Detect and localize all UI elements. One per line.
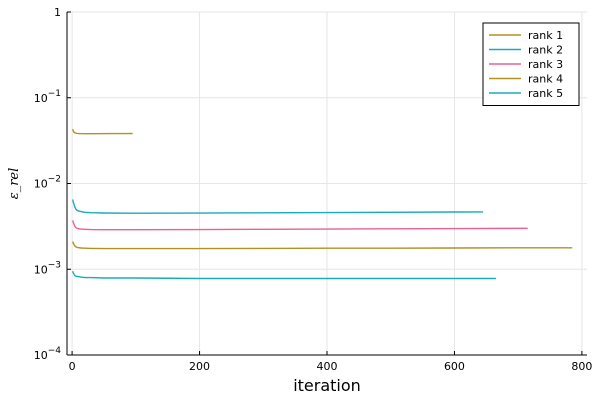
series-line-rank-2 — [72, 199, 484, 214]
x-tick-label: 400 — [317, 360, 338, 373]
legend-label: rank 1 — [528, 29, 563, 42]
legend-label: rank 4 — [528, 73, 563, 86]
tick-labels: 0 200 400 600 800 10−4 10−3 10−2 10−1 1 — [34, 6, 593, 373]
y-axis-title: ε_rel — [7, 168, 22, 200]
series-line-rank-5 — [72, 270, 496, 280]
x-tick-label: 600 — [444, 360, 465, 373]
x-tick-label: 0 — [69, 360, 76, 373]
y-tick-label: 10−3 — [34, 260, 61, 276]
y-tick-label: 10−4 — [34, 346, 62, 362]
y-tick-label: 1 — [54, 6, 61, 19]
series-lines — [72, 128, 573, 280]
series-line-rank-3 — [72, 220, 528, 231]
legend-label: rank 2 — [528, 44, 563, 57]
x-axis-title: iteration — [293, 376, 361, 395]
series-line-rank-4 — [72, 241, 573, 250]
legend-label: rank 3 — [528, 58, 563, 71]
x-tick-label: 200 — [189, 360, 210, 373]
series-line-rank-1 — [72, 128, 133, 135]
x-tick-label: 800 — [571, 360, 592, 373]
y-tick-label: 10−1 — [34, 89, 61, 105]
legend-label: rank 5 — [528, 87, 563, 100]
y-tick-label: 10−2 — [34, 175, 61, 191]
